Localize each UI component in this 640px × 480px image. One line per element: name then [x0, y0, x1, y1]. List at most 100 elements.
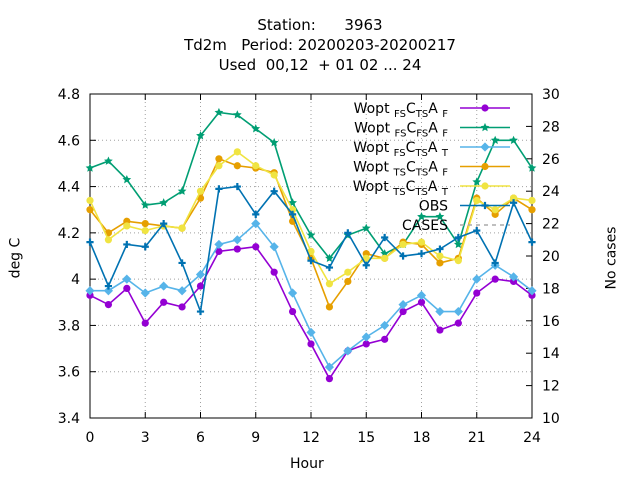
series-5-point	[325, 263, 334, 272]
legend-label-5: OBS	[419, 199, 448, 215]
series-4-point	[252, 162, 260, 170]
x-tick-label: 0	[86, 430, 95, 446]
series-3-point	[436, 259, 444, 267]
series-5-point	[454, 233, 462, 242]
series-1-point	[159, 198, 169, 207]
y2-tick-label: 28	[542, 119, 560, 135]
series-2-point	[251, 219, 261, 229]
series-1-point	[490, 135, 500, 145]
series-2-point	[453, 306, 463, 317]
x-tick-label: 6	[196, 430, 205, 446]
legend-label-2: Wopt FS​CTS​A T​	[353, 140, 449, 159]
series-5-point	[491, 259, 499, 267]
series-1-point	[85, 163, 95, 172]
y2-tick-label: 12	[542, 379, 560, 395]
series-4-point	[509, 194, 518, 202]
series-2-point	[103, 286, 114, 296]
series-3-point	[528, 206, 536, 214]
x-tick-label: 12	[302, 430, 320, 446]
series-5-point	[196, 307, 205, 316]
x-tick-label: 21	[468, 430, 486, 446]
series-2-point	[508, 272, 519, 282]
series-0-point	[381, 335, 389, 343]
x-tick-label: 3	[141, 430, 150, 446]
series-2-point	[214, 239, 224, 250]
series-4-point	[417, 238, 426, 246]
series-3-point	[86, 206, 94, 214]
series-5-point	[473, 226, 481, 235]
series-0-point	[160, 298, 168, 306]
series-2-point	[269, 242, 279, 252]
series-1-point	[527, 163, 537, 172]
series-0-point	[436, 326, 444, 334]
y2-tick-label: 10	[542, 411, 560, 427]
legend-marker-4	[481, 182, 489, 190]
series-2-point	[195, 269, 206, 280]
x-tick-label: 15	[357, 430, 375, 446]
series-0-point	[509, 277, 518, 286]
series-4-point	[215, 162, 223, 170]
series-0-point	[252, 243, 260, 251]
series-5-point	[288, 210, 297, 218]
series-2-point	[472, 274, 482, 284]
series-4-point	[178, 224, 186, 232]
series-4-point	[491, 206, 499, 214]
series-4-point	[86, 196, 94, 205]
series-0-point	[473, 289, 481, 297]
series-0-point	[491, 275, 499, 283]
y2-axis-label: No cases	[603, 226, 620, 290]
legend-label-0: Wopt FS​CTS​A F​	[354, 101, 449, 120]
series-0-point	[270, 268, 278, 276]
series-0-point	[178, 303, 186, 311]
series-4-point	[141, 226, 149, 235]
legend-label-4: Wopt TS​CTS​A T​	[353, 179, 449, 198]
series-4-point	[270, 171, 278, 179]
series-1-point	[177, 186, 187, 195]
series-0-point	[362, 340, 370, 348]
series-2-point	[140, 288, 150, 298]
x-tick-label: 9	[251, 430, 260, 446]
series-5-point	[417, 250, 426, 258]
series-2-point	[159, 281, 169, 291]
y2-tick-label: 20	[542, 249, 560, 265]
series-0-point	[528, 291, 536, 299]
series-1-point	[435, 212, 445, 221]
series-1-point	[104, 156, 113, 165]
series-2-point	[435, 306, 445, 317]
series-5-point	[307, 257, 315, 265]
series-2-point	[380, 320, 390, 331]
series-5-point	[123, 240, 131, 249]
series-0-point	[307, 340, 315, 348]
series-0-point	[123, 284, 131, 292]
series-4-point	[123, 222, 131, 230]
y-tick-label: 4.2	[58, 226, 80, 242]
y2-tick-label: 24	[542, 184, 560, 200]
y2-tick-label: 18	[542, 281, 560, 297]
series-2-point	[343, 346, 353, 356]
y-tick-label: 3.6	[58, 365, 80, 381]
series-2-point	[287, 288, 298, 298]
series-1-point	[196, 131, 205, 140]
series-5-point	[381, 233, 389, 242]
series-4-point	[436, 252, 444, 260]
series-1-point	[325, 253, 334, 263]
legend-label-6: CASES	[402, 218, 448, 234]
y-axis-label: deg C	[7, 237, 24, 279]
series-4-point	[399, 240, 407, 249]
x-tick-label: 24	[523, 430, 541, 446]
legend-label-1: Wopt FS​CFS​A F​	[354, 121, 448, 140]
series-0-point	[196, 282, 205, 290]
series-4-point	[104, 236, 113, 244]
series-0-point	[288, 307, 297, 316]
series-5-point	[160, 220, 168, 228]
series-5-point	[141, 243, 149, 251]
legend-marker-5	[481, 201, 489, 210]
x-tick-label: 18	[413, 430, 431, 446]
y-tick-label: 4.4	[58, 180, 80, 196]
series-4-point	[344, 268, 352, 276]
series-0-point	[417, 298, 426, 306]
series-4-point	[307, 247, 315, 255]
series-4-point	[233, 148, 241, 156]
series-1-point	[306, 230, 316, 239]
series-1-point	[214, 107, 224, 117]
